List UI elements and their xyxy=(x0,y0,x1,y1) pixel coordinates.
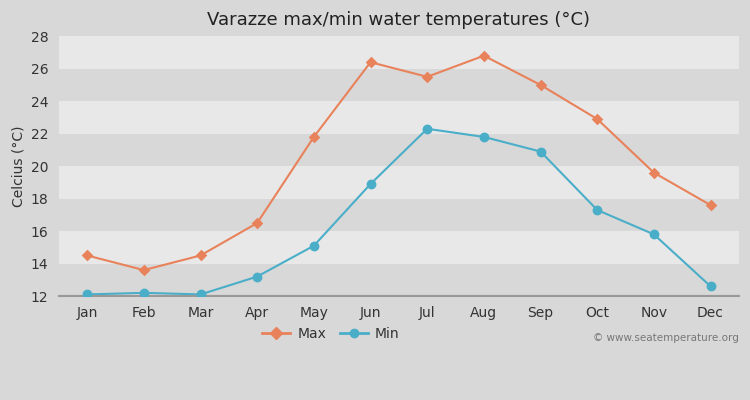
Bar xyxy=(58,166,739,199)
Point xyxy=(478,52,490,59)
Point xyxy=(591,207,603,213)
Point xyxy=(308,242,320,249)
Point xyxy=(591,116,603,122)
Y-axis label: Celcius (°C): Celcius (°C) xyxy=(11,125,25,207)
Point xyxy=(81,291,93,298)
Title: Varazze max/min water temperatures (°C): Varazze max/min water temperatures (°C) xyxy=(207,11,590,29)
Point xyxy=(364,181,376,187)
Bar xyxy=(58,134,739,166)
Point xyxy=(251,273,263,280)
Bar xyxy=(58,69,739,101)
Bar xyxy=(58,231,739,264)
Bar xyxy=(58,36,739,69)
Text: © www.seatemperature.org: © www.seatemperature.org xyxy=(593,333,739,343)
Point xyxy=(704,202,716,208)
Bar xyxy=(58,199,739,231)
Point xyxy=(478,134,490,140)
Point xyxy=(364,59,376,66)
Bar xyxy=(58,264,739,296)
Point xyxy=(648,231,660,238)
Point xyxy=(194,291,206,298)
Point xyxy=(308,134,320,140)
Point xyxy=(704,283,716,290)
Point xyxy=(138,267,150,273)
Point xyxy=(194,252,206,259)
Point xyxy=(422,74,434,80)
Point xyxy=(535,148,547,155)
Point xyxy=(81,252,93,259)
Point xyxy=(648,170,660,176)
Point xyxy=(251,220,263,226)
Bar xyxy=(58,101,739,134)
Point xyxy=(422,126,434,132)
Point xyxy=(138,290,150,296)
Point xyxy=(535,82,547,88)
Legend: Max, Min: Max, Min xyxy=(257,321,405,346)
